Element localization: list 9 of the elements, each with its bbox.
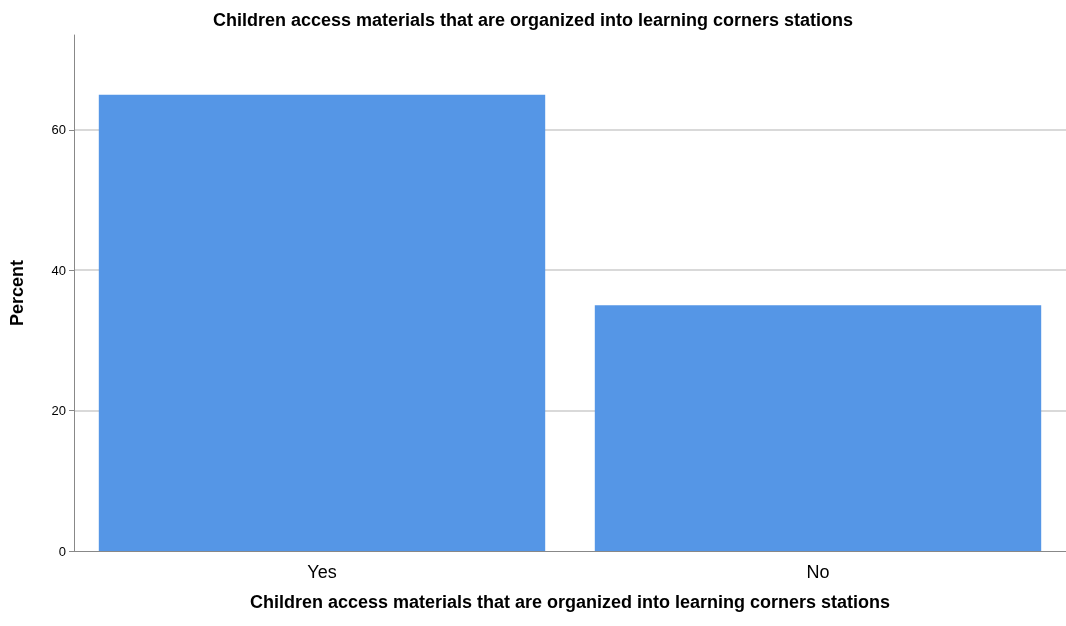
y-axis-title: Percent bbox=[7, 259, 27, 327]
x-tick-label: Yes bbox=[307, 562, 337, 582]
x-tick-label: No bbox=[806, 562, 830, 582]
y-tick-label: 20 bbox=[51, 403, 66, 419]
chart-title: Children access materials that are organized into learning corners stations bbox=[212, 10, 854, 30]
y-tick-label: 0 bbox=[58, 543, 66, 559]
x-axis-title: Children access materials that are organized into learning corners stations bbox=[249, 592, 891, 612]
y-tick-label: 40 bbox=[51, 262, 66, 278]
y-tick-label: 60 bbox=[51, 122, 66, 138]
